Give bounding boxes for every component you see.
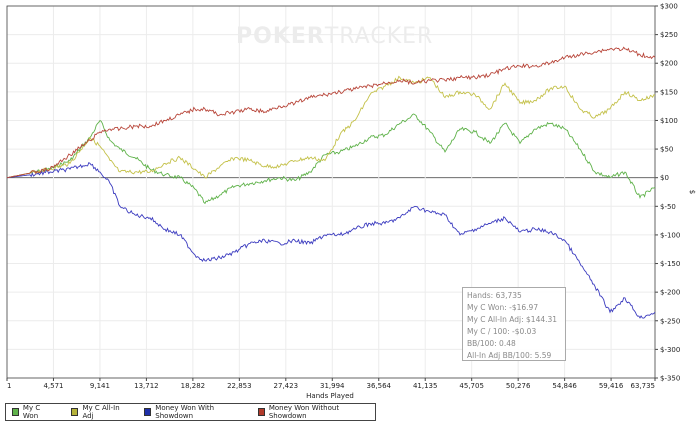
y-tick-label: $-300 — [660, 346, 680, 354]
x-tick-label: 41,135 — [413, 382, 438, 390]
profit-chart: $300 $250 $200 $150 $100 $50 $0 $-50 $-100 $-150 $… — [6, 3, 696, 400]
series-line-money-won-with-showdown — [6, 162, 656, 319]
x-tick-label: 22,853 — [227, 382, 252, 390]
x-tick-label: 18,282 — [181, 382, 206, 390]
y-axis-label: $ — [688, 190, 696, 194]
hover-tooltip: Hands: 63,735 My C Won: -$16.97 My C All… — [462, 287, 566, 361]
y-tick-label: $250 — [660, 31, 678, 39]
logo-bold: POKER — [236, 24, 325, 49]
series-line-my-c-all-in-adj — [6, 75, 656, 179]
tooltip-hands: Hands: 63,735 — [467, 291, 522, 300]
tooltip-bb100: BB/100: 0.48 — [467, 339, 516, 348]
legend: My C Won My C All-In Adj Money Won With … — [5, 403, 376, 421]
legend-label: My C All-In Adj — [82, 404, 120, 420]
y-tick-label: $100 — [660, 117, 678, 125]
legend-item-with-showdown[interactable]: Money Won With Showdown — [144, 404, 238, 420]
y-tick-label: $-150 — [660, 260, 680, 268]
x-tick-label: 13,712 — [134, 382, 159, 390]
tooltip-allin-bb100: All-In Adj BB/100: 5.59 — [467, 351, 552, 360]
legend-swatch — [71, 408, 79, 416]
x-tick-label: 1 — [7, 382, 11, 390]
y-tick-label: $0 — [660, 174, 669, 182]
y-tick-label: $-250 — [660, 317, 680, 325]
legend-item-without-showdown[interactable]: Money Won Without Showdown — [257, 404, 361, 420]
x-tick-label: 45,705 — [459, 382, 484, 390]
x-tick-label: 63,735 — [631, 382, 656, 390]
plot-border — [6, 5, 656, 379]
x-tick-label: 59,416 — [599, 382, 624, 390]
x-tick-label: 31,994 — [320, 382, 345, 390]
legend-swatch — [12, 408, 19, 416]
legend-label: Money Won Without Showdown — [268, 404, 340, 420]
legend-label: Money Won With Showdown — [155, 404, 215, 420]
x-tick-label: 9,141 — [90, 382, 110, 390]
legend-swatch — [144, 408, 152, 416]
tooltip-won: My C Won: -$16.97 — [467, 303, 539, 312]
tooltip-allin: My C All-In Adj: $144.31 — [467, 315, 558, 324]
legend-label: My C Won — [22, 404, 41, 420]
y-tick-label: $200 — [660, 60, 678, 68]
series-line-my-c-won — [6, 113, 656, 205]
y-tick-label: $-200 — [660, 289, 680, 297]
y-tick-label: $300 — [660, 3, 678, 11]
tooltip-per100: My C / 100: -$0.03 — [467, 327, 537, 336]
y-tick-label: $50 — [660, 146, 673, 154]
series-line-money-won-without-showdown — [6, 46, 656, 179]
x-tick-label: 4,571 — [43, 382, 63, 390]
y-tick-label: $-50 — [660, 203, 676, 211]
legend-item-all-in-adj[interactable]: My C All-In Adj — [71, 404, 124, 420]
x-tick-label: 27,423 — [274, 382, 299, 390]
y-tick-label: $-100 — [660, 231, 680, 239]
x-tick-label: 36,564 — [366, 382, 391, 390]
y-tick-label: $150 — [660, 88, 678, 96]
y-tick-label: $-350 — [660, 375, 680, 383]
legend-item-my-c-won[interactable]: My C Won — [12, 404, 51, 420]
x-tick-label: 50,276 — [506, 382, 531, 390]
legend-swatch — [257, 408, 265, 416]
x-axis-label: Hands Played — [306, 392, 354, 400]
x-tick-label: 54,846 — [552, 382, 577, 390]
